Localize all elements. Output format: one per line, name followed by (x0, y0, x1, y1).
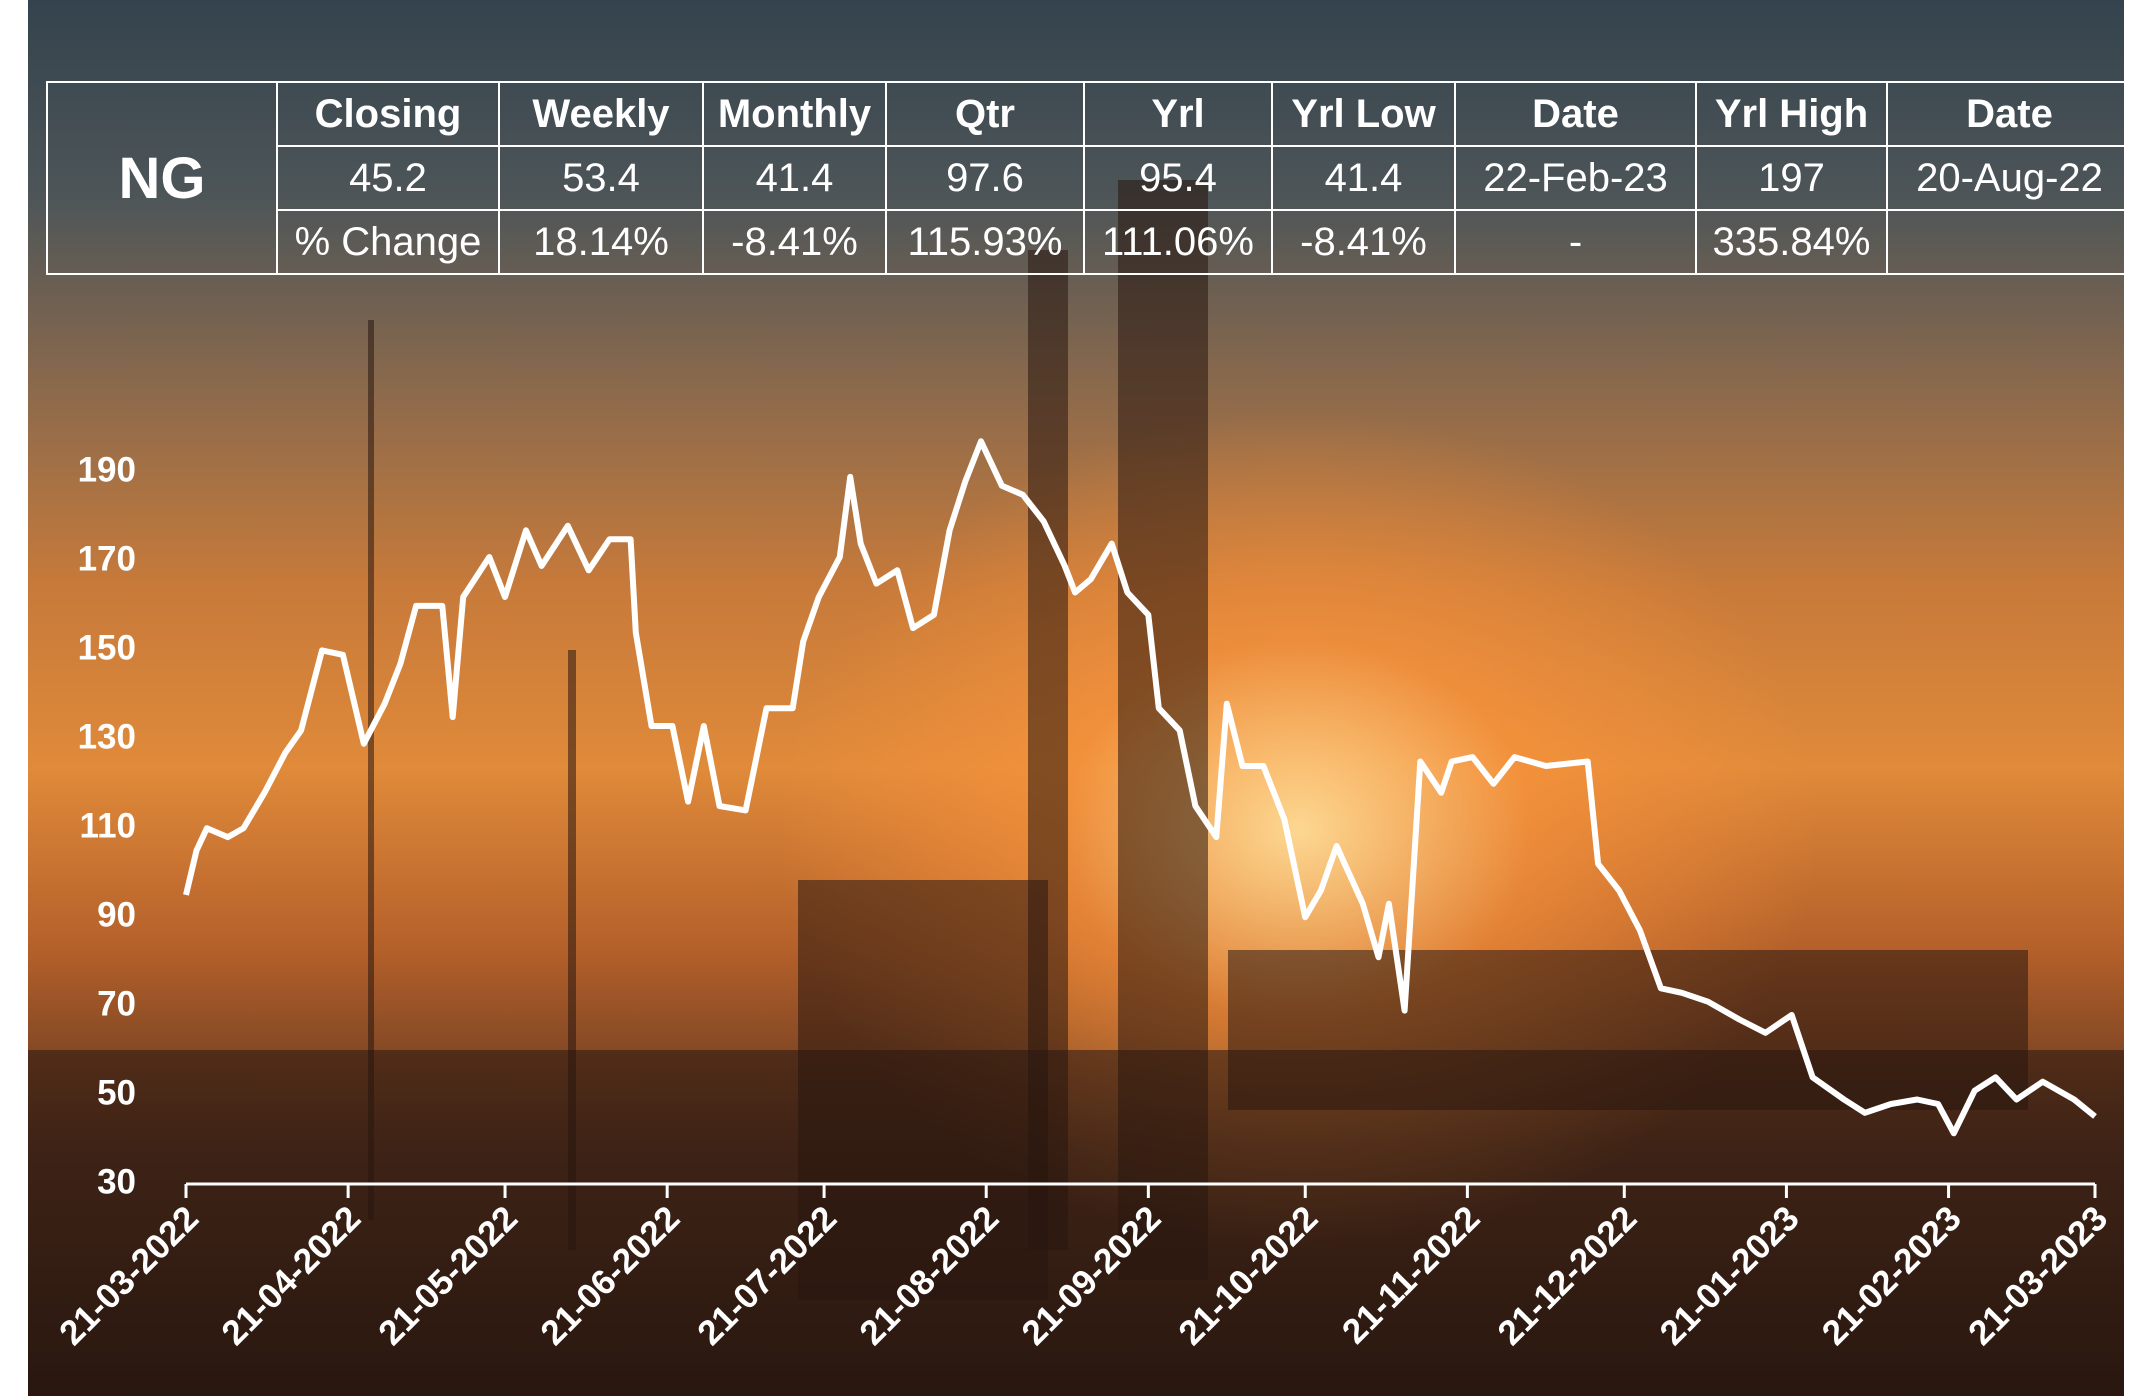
header-cell: Date (1886, 81, 2133, 147)
x-tick-label: 21-03-2022 (52, 1199, 206, 1353)
table-cell: 97.6 (885, 145, 1085, 211)
symbol-cell: NG (46, 81, 278, 275)
header-cell: Monthly (702, 81, 887, 147)
x-tick-label: 21-08-2022 (852, 1199, 1006, 1353)
table-cell: 95.4 (1083, 145, 1273, 211)
header-cell: Qtr (885, 81, 1085, 147)
x-tick-label: 21-09-2022 (1014, 1199, 1168, 1353)
header-cell: Date (1454, 81, 1697, 147)
table-row: NG Closing Weekly Monthly Qtr Yrl Yrl Low Date Y… (46, 81, 2133, 275)
header-cell: Closing (276, 81, 500, 147)
table-cell: 20-Aug-22 (1886, 145, 2133, 211)
x-tick-label: 21-11-2022 (1335, 1199, 1488, 1352)
y-tick-label: 50 (97, 1073, 136, 1112)
y-tick-label: 110 (80, 806, 136, 845)
table-cell: 335.84% (1695, 209, 1888, 275)
y-tick-label: 90 (97, 895, 136, 934)
x-tick-label: 21-10-2022 (1171, 1199, 1325, 1353)
table-cell: 115.93% (885, 209, 1085, 275)
table-cell: - (1454, 209, 1697, 275)
price-table: NG Closing Weekly Monthly Qtr Yrl Yrl Low Date Y… (46, 81, 2133, 275)
y-tick-label: 70 (97, 984, 136, 1023)
header-cell: Weekly (498, 81, 704, 147)
x-tick-label: 21-03-2023 (1961, 1199, 2115, 1353)
table-cell: 18.14% (498, 209, 704, 275)
header-cell: Yrl High (1695, 81, 1888, 147)
table-cell: 111.06% (1083, 209, 1273, 275)
y-tick-label: 150 (78, 629, 136, 668)
price-line (183, 438, 2097, 1137)
table-cell: % Change (276, 209, 500, 275)
table-row: 45.2 53.4 41.4 97.6 95.4 41.4 22-Feb-23 197 20-A… (47, 145, 2133, 211)
x-tick-label: 21-05-2022 (371, 1199, 525, 1353)
table-cell: 41.4 (1271, 145, 1456, 211)
table-cell: 53.4 (498, 145, 704, 211)
header-cell: Yrl (1083, 81, 1273, 147)
y-tick-label: 130 (78, 718, 136, 757)
table-cell: -8.41% (1271, 209, 1456, 275)
table-cell: -8.41% (702, 209, 887, 275)
header-cell: Yrl Low (1271, 81, 1456, 147)
y-tick-label: 170 (78, 540, 136, 579)
table-cell: 41.4 (702, 145, 887, 211)
y-tick-label: 30 (97, 1162, 136, 1201)
table-row: % Change 18.14% -8.41% 115.93% 111.06% -8.41%… (47, 209, 2133, 275)
x-tick-label: 21-02-2023 (1815, 1199, 1969, 1353)
table-cell: 197 (1695, 145, 1888, 211)
refinery-silhouette (28, 180, 2124, 1396)
y-tick-label: 190 (78, 451, 136, 490)
table-cell: 45.2 (276, 145, 500, 211)
x-tick-label: 21-07-2022 (690, 1199, 844, 1353)
x-tick-label: 21-04-2022 (214, 1199, 368, 1353)
table-cell: 22-Feb-23 (1454, 145, 1697, 211)
x-tick-label: 21-01-2023 (1652, 1199, 1806, 1353)
x-tick-label: 21-06-2022 (533, 1199, 687, 1353)
x-tick-label: 21-12-2022 (1490, 1199, 1644, 1353)
empty-cell (1886, 209, 2133, 275)
